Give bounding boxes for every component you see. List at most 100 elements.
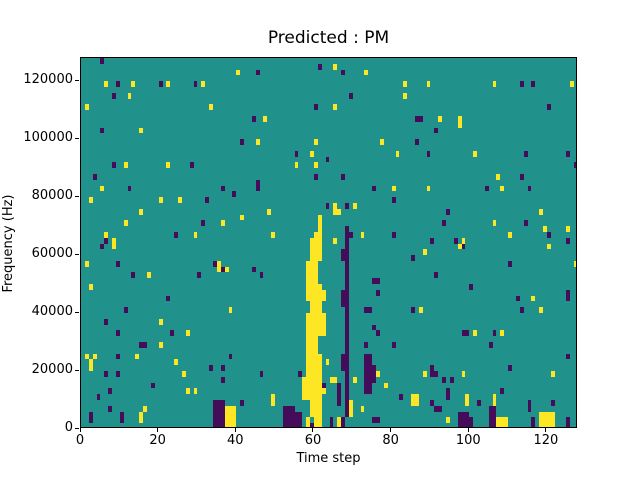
heatmap-cell-low <box>550 400 555 406</box>
heatmap-cell-high <box>228 307 233 314</box>
heatmap-cell-high <box>104 231 109 238</box>
heatmap-cell-low <box>546 104 551 111</box>
heatmap-cell-low <box>523 220 528 227</box>
x-axis-label: Time step <box>296 451 361 466</box>
heatmap-cell-high <box>174 359 179 366</box>
heatmap-cell-high <box>500 330 505 337</box>
heatmap-cell-high <box>352 376 357 383</box>
heatmap-cell-high <box>348 400 353 418</box>
y-tick-mark <box>75 253 79 255</box>
heatmap-cell-low <box>213 400 225 427</box>
heatmap-cell-low <box>100 243 105 250</box>
heatmap-cell-low <box>469 417 474 427</box>
y-tick-mark <box>75 79 79 81</box>
heatmap-cell-low <box>251 115 256 122</box>
y-tick-label: 60000 <box>31 246 73 262</box>
heatmap-cell-low <box>317 63 322 70</box>
y-tick-mark <box>75 195 79 197</box>
heatmap-cell-high <box>310 150 314 157</box>
heatmap-cell-low <box>399 394 404 401</box>
heatmap-cell-high <box>457 115 462 128</box>
heatmap-cell-high <box>166 81 171 87</box>
heatmap-cell-low <box>372 417 380 424</box>
heatmap-cell-high <box>531 295 536 302</box>
heatmap-cell-high <box>178 197 182 203</box>
heatmap-cell-high <box>539 307 544 314</box>
heatmap-cell-low <box>170 330 175 337</box>
heatmap-cell-low <box>100 58 105 64</box>
heatmap-cell-low <box>574 162 576 169</box>
heatmap-cell-low <box>193 81 198 87</box>
y-tick-label: 20000 <box>31 362 73 378</box>
heatmap-cell-high <box>461 371 466 377</box>
heatmap-cell-high <box>337 208 342 215</box>
heatmap-cell-low <box>104 318 109 325</box>
heatmap-cell-low <box>310 423 314 427</box>
heatmap-cell-high <box>147 272 151 279</box>
heatmap-cell-high <box>92 353 97 360</box>
heatmap-cell-low <box>166 295 171 302</box>
heatmap-cell-low <box>445 388 450 395</box>
heatmap-cell-low <box>96 394 101 401</box>
heatmap-cell-low <box>341 417 346 427</box>
heatmap-cell-low <box>566 295 571 302</box>
heatmap-cell-low <box>414 115 423 122</box>
heatmap-cell-low <box>174 231 179 238</box>
heatmap-cell-high <box>123 220 128 227</box>
heatmap-cell-low <box>519 81 524 87</box>
heatmap-cell-high <box>127 92 132 99</box>
heatmap-cell-low <box>88 411 93 424</box>
heatmap-cell-low <box>445 394 450 401</box>
heatmap-cell-high <box>445 417 450 424</box>
heatmap-cell-high <box>360 405 365 412</box>
heatmap-cell-high <box>310 237 322 261</box>
heatmap-cell-low <box>259 272 264 279</box>
x-tick-mark <box>390 428 392 432</box>
heatmap-cell-high <box>185 330 190 337</box>
heatmap-cell-low <box>119 411 124 424</box>
y-tick-mark <box>75 427 79 429</box>
heatmap-cell-high <box>201 81 206 87</box>
heatmap-cell-low <box>220 185 225 192</box>
heatmap-cell-high <box>131 81 136 87</box>
heatmap-cell-high <box>193 388 198 395</box>
heatmap-cell-low <box>100 127 105 134</box>
heatmap-cell-low <box>337 382 342 406</box>
heatmap-cell-high <box>574 260 576 267</box>
heatmap-cell-low <box>372 185 377 192</box>
heatmap-cell-high <box>306 284 322 302</box>
heatmap-cell-low <box>123 307 128 314</box>
heatmap-cell-low <box>115 371 120 377</box>
heatmap-cell-high <box>403 92 408 99</box>
heatmap-cell-high <box>88 284 93 290</box>
heatmap-cell-low <box>197 272 202 279</box>
heatmap-cell-low <box>115 330 120 337</box>
heatmap-cell-high <box>550 411 555 427</box>
heatmap-cell-low <box>213 260 217 267</box>
heatmap-cell-low <box>488 342 493 348</box>
heatmap-cell-high <box>294 162 299 169</box>
heatmap-cell-low <box>298 371 303 377</box>
heatmap-cell-high <box>364 69 369 76</box>
heatmap-cell-low <box>294 411 303 427</box>
heatmap-cell-low <box>158 81 163 87</box>
heatmap-cell-low <box>372 324 377 331</box>
heatmap-cell-high <box>209 104 213 111</box>
heatmap-cell-high <box>310 301 322 314</box>
heatmap-cell-high <box>302 376 322 401</box>
heatmap-cell-high <box>508 231 512 238</box>
x-tick-label: 20 <box>149 433 166 448</box>
heatmap-cell-high <box>313 162 318 169</box>
heatmap-cell-high <box>465 394 470 406</box>
heatmap-cell-high <box>457 243 462 250</box>
heatmap-cell-low <box>527 185 532 192</box>
heatmap-cell-low <box>391 231 396 238</box>
heatmap-cell-high <box>379 139 384 145</box>
heatmap-cell-low <box>430 371 439 377</box>
heatmap-cell-high <box>123 162 128 169</box>
heatmap-cell-low <box>112 162 116 169</box>
heatmap-cell-low <box>391 342 396 348</box>
heatmap-cell-high <box>550 371 555 377</box>
heatmap-cell-high <box>376 371 380 377</box>
